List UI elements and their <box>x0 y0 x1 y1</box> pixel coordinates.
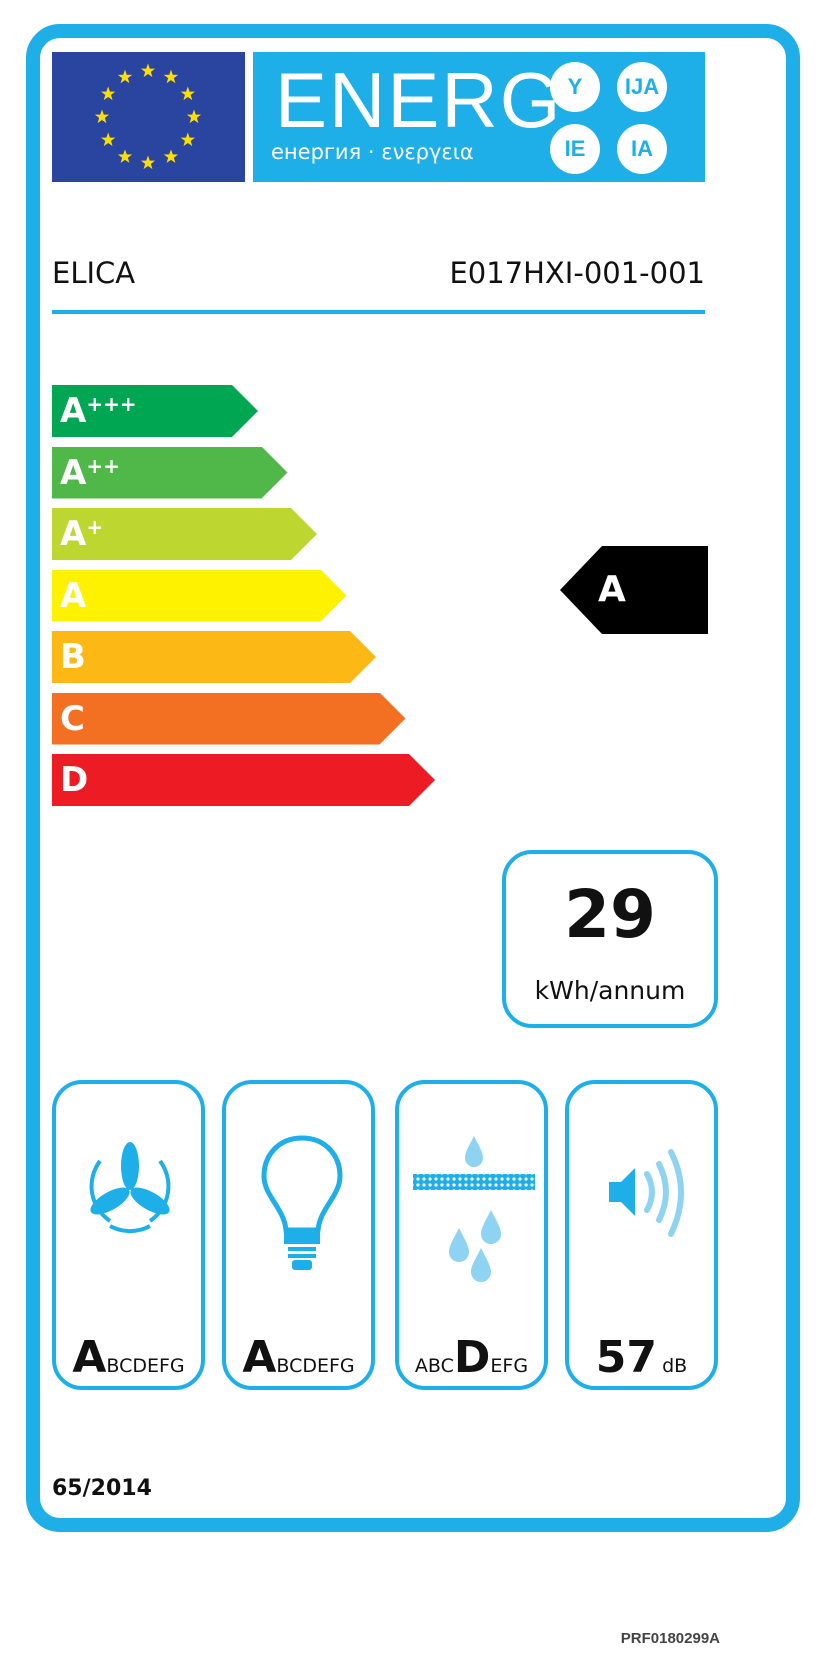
class-plus: ++ <box>86 453 120 478</box>
noise-box: 57 dB <box>565 1080 718 1390</box>
lighting-efficiency-box: ABCDEFG <box>222 1080 375 1390</box>
suffix-badge: IJA <box>617 62 667 112</box>
light-bulb-icon <box>261 1135 343 1270</box>
star-icon <box>101 86 116 101</box>
eu-flag <box>52 52 245 182</box>
label-frame <box>26 24 800 1532</box>
fan-efficiency-box: ABCDEFG <box>52 1080 205 1390</box>
star-icon <box>117 149 133 163</box>
energy-consumption-box: 29 kWh/annum <box>502 850 718 1028</box>
efficiency-class-6: C <box>52 692 406 745</box>
star-icon <box>180 132 195 147</box>
regulation-number: 65/2014 <box>52 1476 152 1501</box>
consumption-unit: kWh/annum <box>534 976 686 1005</box>
efficiency-class-1: A+++ <box>52 385 258 437</box>
class-letter: A <box>60 391 87 431</box>
class-letter: A <box>60 452 87 493</box>
class-letter: A <box>60 575 87 616</box>
reference-code: PRF0180299A <box>620 1630 720 1647</box>
star-icon <box>94 109 110 124</box>
fan-efficiency-scale: ABCDEFG <box>72 1332 185 1383</box>
energy-word: ENERG <box>275 56 563 144</box>
consumption-value: 29 <box>564 876 656 953</box>
energy-subtitle: енергия · ενεργεια <box>271 140 474 164</box>
rating-indicator: A <box>560 546 708 634</box>
class-letter: B <box>60 637 86 677</box>
suffix-badge: IE <box>550 124 600 174</box>
star-icon <box>180 86 195 101</box>
noise-level: 57 dB <box>595 1332 688 1383</box>
efficiency-class-4: A <box>52 569 347 622</box>
star-icon <box>163 149 179 163</box>
star-icon <box>186 109 202 124</box>
supplier-name: ELICA <box>52 256 136 290</box>
star-icon <box>140 63 156 78</box>
lighting-efficiency-scale: ABCDEFG <box>242 1332 355 1383</box>
star-icon <box>163 69 179 84</box>
efficiency-class-5: B <box>52 631 376 683</box>
efficiency-class-3: A+ <box>52 508 317 560</box>
star-icon <box>101 132 116 147</box>
class-letter: C <box>60 698 85 739</box>
class-letter: D <box>60 760 89 800</box>
efficiency-class-7: D <box>52 754 435 806</box>
divider <box>52 310 705 314</box>
class-plus: + <box>86 515 104 539</box>
grease-filtering-box: ABCDEFG <box>395 1080 548 1390</box>
grease-filtering-scale: ABCDEFG <box>414 1332 529 1383</box>
efficiency-class-2: A++ <box>52 446 288 499</box>
fan-icon <box>89 1142 171 1234</box>
energy-header: ENERG енергия · ενεργεια Y IJA IE IA <box>253 52 705 182</box>
grease-filter-icon <box>413 1136 535 1282</box>
star-icon <box>140 155 156 170</box>
rating-letter: A <box>598 569 626 610</box>
star-icon <box>117 69 133 84</box>
eu-stars-icon <box>94 63 202 170</box>
suffix-badge: IA <box>617 124 667 174</box>
rating-arrow-icon <box>560 546 708 634</box>
speaker-icon <box>609 1149 684 1237</box>
class-letter: A <box>60 514 87 554</box>
model-identifier: E017HXI-001-001 <box>449 256 705 290</box>
suffix-badge: Y <box>550 62 600 112</box>
class-plus: +++ <box>86 392 137 416</box>
